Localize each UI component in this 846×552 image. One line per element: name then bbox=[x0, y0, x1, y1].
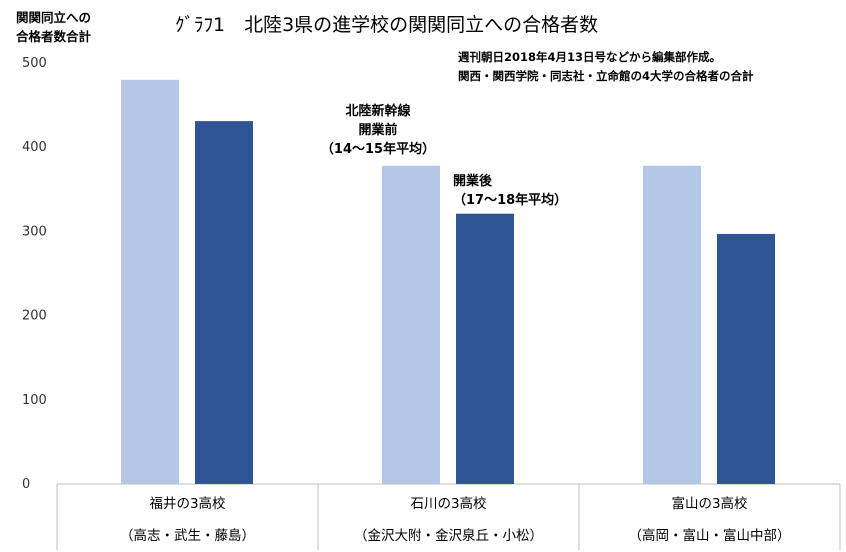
y-tick-label: 0 bbox=[22, 477, 30, 492]
x-tick-label: 石川の3高校 bbox=[410, 495, 487, 512]
bar-series-1-2 bbox=[456, 213, 514, 484]
x-tick-label: 福井の3高校 bbox=[149, 495, 226, 512]
x-tick-sublabel: （高岡・富山・富山中部） bbox=[629, 527, 791, 544]
y-axis-title: 関関同立への 合格者数合計 bbox=[16, 10, 92, 44]
bar-series-0-2 bbox=[382, 165, 440, 484]
y-tick-label: 500 bbox=[22, 56, 47, 71]
y-tick-label: 100 bbox=[22, 393, 47, 408]
bar-series-0-3 bbox=[643, 165, 701, 484]
legend-after-opening: 開業後 （17～18年平均） bbox=[453, 174, 568, 208]
y-tick-label: 200 bbox=[22, 309, 47, 324]
y-tick-label: 300 bbox=[22, 224, 47, 239]
bar-series-1-1 bbox=[195, 121, 253, 485]
bar-series-0-1 bbox=[121, 79, 179, 484]
y-tick-label: 400 bbox=[22, 140, 47, 155]
x-tick-sublabel: （金沢大附・金沢泉丘・小松） bbox=[354, 527, 543, 544]
chart-title: ｸﾞﾗﾌ1 北陸3県の進学校の関関同立への合格者数 bbox=[175, 14, 599, 36]
x-tick-sublabel: （高志・武生・藤島） bbox=[120, 527, 255, 544]
source-note: 週刊朝日2018年4月13日号などから編集部作成。 関西・関西学院・同志社・立命… bbox=[458, 50, 754, 83]
legend-before-opening: 北陸新幹線 開業前 （14～15年平均） bbox=[320, 104, 436, 157]
bar-series-1-3 bbox=[717, 233, 775, 484]
x-tick-label: 富山の3高校 bbox=[671, 495, 748, 512]
